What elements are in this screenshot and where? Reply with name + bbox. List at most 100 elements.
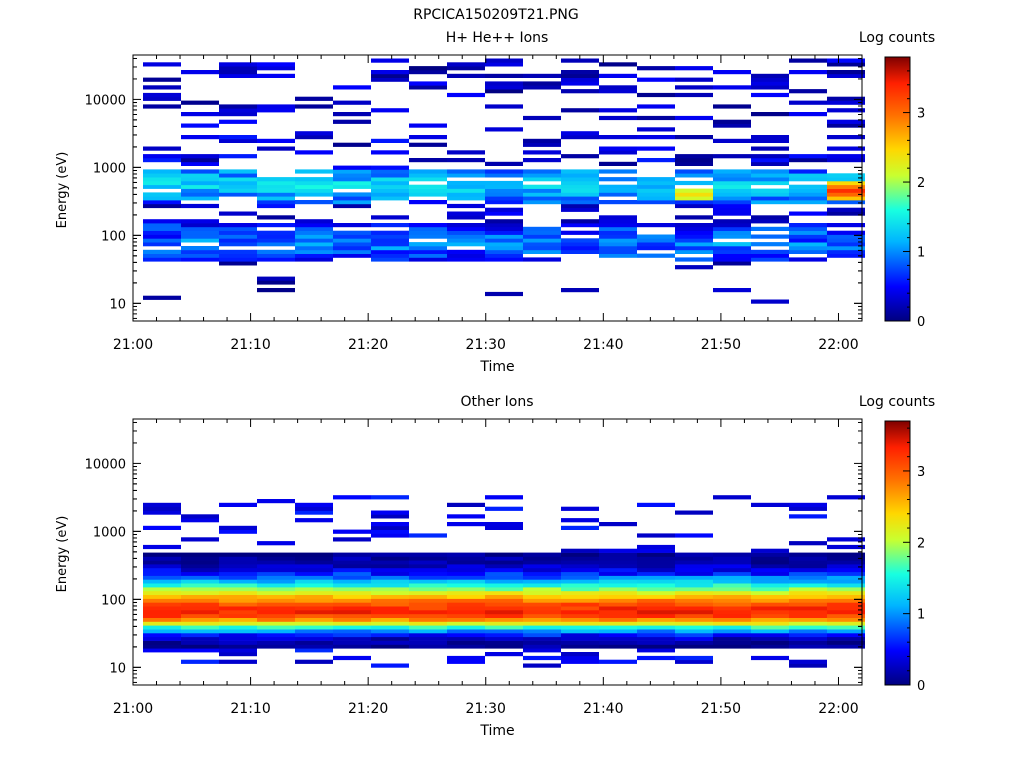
heatmap-cell <box>713 249 751 254</box>
heatmap-cell <box>219 598 257 603</box>
heatmap-cell <box>219 177 257 182</box>
heatmap-cell <box>827 544 865 550</box>
heatmap-cell <box>789 502 827 507</box>
heatmap-cell <box>143 158 181 163</box>
heatmap-cell <box>333 644 371 649</box>
heatmap-cell <box>751 629 789 634</box>
heatmap-cell <box>333 246 371 251</box>
heatmap-cell <box>143 640 181 645</box>
heatmap-cell <box>827 158 865 163</box>
heatmap-cell <box>181 70 219 75</box>
heatmap-cell <box>523 594 561 599</box>
heatmap-cell <box>675 655 713 661</box>
heatmap-cell <box>257 571 295 576</box>
heatmap-cell <box>333 594 371 599</box>
heatmap-cell <box>181 158 219 163</box>
heatmap-cell <box>789 587 827 592</box>
heatmap-cell <box>219 567 257 573</box>
heatmap-cell <box>523 579 561 584</box>
heatmap-cell <box>485 104 523 109</box>
heatmap-cell <box>409 583 447 588</box>
heatmap-cell <box>295 621 333 626</box>
heatmap-cell <box>257 564 295 569</box>
heatmap-cell <box>447 613 485 618</box>
heatmap-cell <box>219 184 257 189</box>
heatmap-cell <box>561 108 599 113</box>
heatmap-cell <box>447 621 485 626</box>
heatmap-cell <box>713 70 751 75</box>
heatmap-cell <box>219 552 257 557</box>
heatmap-cell <box>675 533 713 538</box>
heatmap-cell <box>713 196 751 201</box>
heatmap-cell <box>409 610 447 615</box>
heatmap-cell <box>295 629 333 634</box>
heatmap-cell <box>561 249 599 254</box>
heatmap-cell <box>409 602 447 607</box>
heatmap-cell <box>561 169 599 174</box>
heatmap-cell <box>143 525 181 530</box>
heatmap-cell <box>523 249 561 254</box>
x-tick-label: 21:00 <box>113 701 153 717</box>
heatmap-cell <box>827 58 865 63</box>
heatmap-cell <box>447 636 485 641</box>
heatmap-cell <box>485 89 523 94</box>
heatmap-cell <box>751 257 789 262</box>
heatmap-cell <box>713 560 751 565</box>
heatmap-cell <box>333 238 371 243</box>
heatmap-cell <box>713 587 751 592</box>
y-axis: 10 100 1000 10000 Energy (eV) <box>55 421 862 683</box>
heatmap-cell <box>751 571 789 576</box>
heatmap-cell <box>333 617 371 622</box>
heatmap-cell <box>789 238 827 243</box>
heatmap-cell <box>333 230 371 235</box>
heatmap-cell <box>143 96 181 101</box>
heatmap-cell <box>295 230 333 235</box>
heatmap-cell <box>409 606 447 611</box>
heatmap-cell <box>447 196 485 201</box>
heatmap-cell <box>447 169 485 174</box>
heatmap-cell <box>561 644 599 649</box>
heatmap-cell <box>789 192 827 197</box>
heatmap-cell <box>371 571 409 576</box>
heatmap-cell <box>143 629 181 634</box>
heatmap-cell <box>447 203 485 209</box>
heatmap-cell <box>219 188 257 193</box>
heatmap-cell <box>447 590 485 595</box>
heatmap-cell <box>827 73 865 78</box>
heatmap-cell <box>637 180 675 186</box>
heatmap-cell <box>789 640 827 645</box>
heatmap-cell <box>257 253 295 258</box>
heatmap-cell <box>561 518 599 523</box>
heatmap-cell <box>143 62 181 67</box>
heatmap-cell <box>295 644 333 649</box>
heatmap-cell <box>181 560 219 565</box>
heatmap-cell <box>751 598 789 603</box>
heatmap-cell <box>143 552 181 557</box>
heatmap-cell <box>789 583 827 588</box>
heatmap-cell <box>637 567 675 573</box>
heatmap-cell <box>181 249 219 254</box>
heatmap-cell <box>789 594 827 599</box>
heatmap-cell <box>827 556 865 561</box>
heatmap-cell <box>181 575 219 580</box>
heatmap-cell <box>561 58 599 63</box>
heatmap-cell <box>599 62 637 67</box>
heatmap-cell <box>485 652 523 657</box>
heatmap-cell <box>751 621 789 626</box>
heatmap-cell <box>219 502 257 507</box>
heatmap-cell <box>409 223 447 228</box>
heatmap-cell <box>219 238 257 243</box>
heatmap-cell <box>523 644 561 649</box>
heatmap-cell <box>295 594 333 599</box>
heatmap-cell <box>523 173 561 178</box>
heatmap-cell <box>143 598 181 603</box>
heatmap-cell <box>827 238 865 243</box>
heatmap-cell <box>599 644 637 649</box>
heatmap-cell <box>257 203 295 209</box>
heatmap-cell <box>409 575 447 580</box>
heatmap-cell <box>637 632 675 638</box>
heatmap-cell <box>675 238 713 243</box>
heatmap-cell <box>219 154 257 159</box>
heatmap-cell <box>143 567 181 573</box>
heatmap-cell <box>295 192 333 197</box>
